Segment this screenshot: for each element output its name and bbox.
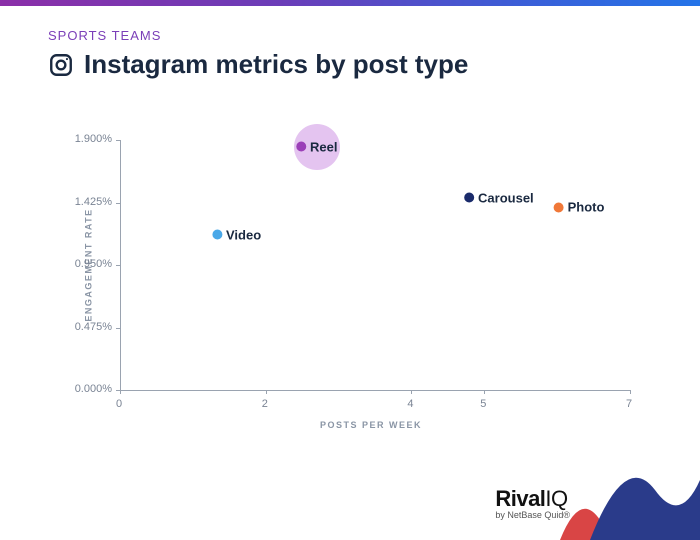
x-tick-mark xyxy=(630,390,631,394)
data-point-label: Photo xyxy=(568,200,605,215)
data-point-dot xyxy=(554,202,564,212)
data-point-video: Video xyxy=(212,227,261,242)
y-tick-label: 0.475% xyxy=(75,321,112,333)
title-row: Instagram metrics by post type xyxy=(48,49,700,80)
chart-title: Instagram metrics by post type xyxy=(84,49,468,80)
y-tick-mark xyxy=(116,140,120,141)
data-point-dot xyxy=(296,142,306,152)
x-axis-label: POSTS PER WEEK xyxy=(320,420,422,430)
y-tick-label: 1.900% xyxy=(75,133,112,145)
x-tick-label: 4 xyxy=(407,398,413,410)
data-point-label: Video xyxy=(226,227,261,242)
data-point-label: Carousel xyxy=(478,190,534,205)
x-tick-label: 7 xyxy=(626,398,632,410)
x-tick-label: 2 xyxy=(262,398,268,410)
y-tick-mark xyxy=(116,203,120,204)
y-tick-label: 1.425% xyxy=(75,196,112,208)
data-point-dot xyxy=(212,230,222,240)
brand-byline: by NetBase Quid® xyxy=(495,510,570,520)
x-tick-mark xyxy=(411,390,412,394)
x-tick-label: 5 xyxy=(480,398,486,410)
brand-name-bold: Rival xyxy=(495,486,545,511)
x-axis-line xyxy=(120,390,630,391)
data-point-reel: Reel xyxy=(296,139,337,154)
scatter-chart: ENGAGEMENT RATE POSTS PER WEEK 0.000%0.4… xyxy=(60,130,660,450)
x-tick-mark xyxy=(266,390,267,394)
x-tick-mark xyxy=(484,390,485,394)
y-axis-line xyxy=(120,140,121,390)
y-tick-label: 0.950% xyxy=(75,258,112,270)
data-point-label: Reel xyxy=(310,139,337,154)
data-point-carousel: Carousel xyxy=(464,190,534,205)
brand-name: RivalIQ xyxy=(495,486,570,512)
x-tick-mark xyxy=(120,390,121,394)
y-tick-mark xyxy=(116,265,120,266)
x-tick-label: 0 xyxy=(116,398,122,410)
brand-logo: RivalIQ by NetBase Quid® xyxy=(495,486,570,520)
data-point-dot xyxy=(464,193,474,203)
y-tick-mark xyxy=(116,328,120,329)
instagram-icon xyxy=(48,52,74,78)
category-label: SPORTS TEAMS xyxy=(48,28,700,43)
header: SPORTS TEAMS Instagram metrics by post t… xyxy=(0,6,700,80)
decorative-waves xyxy=(560,430,700,540)
data-point-photo: Photo xyxy=(554,200,605,215)
y-tick-label: 0.000% xyxy=(75,383,112,395)
